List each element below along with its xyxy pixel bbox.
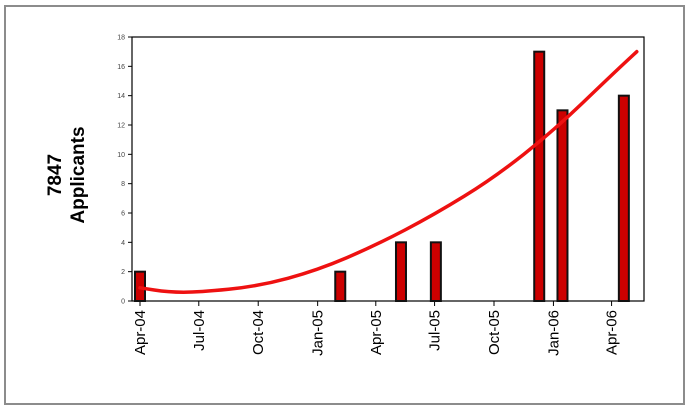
x-tick-label: Oct-04 — [250, 310, 267, 355]
y-tick-label: 8 — [121, 181, 125, 188]
x-tick-label: Apr-06 — [604, 310, 621, 355]
x-tick-label: Jan-05 — [310, 310, 327, 356]
bar — [429, 241, 442, 302]
y-axis-label-line-1: 7847 — [45, 154, 66, 196]
x-tick-label: Apr-04 — [132, 310, 149, 355]
plot-border — [131, 36, 645, 302]
x-tick-label: Jul-05 — [427, 310, 444, 351]
bar — [617, 94, 630, 302]
y-tick-label: 2 — [121, 269, 125, 276]
x-tick-label: Apr-05 — [368, 310, 385, 355]
y-axis-label-line-2: Applicants — [68, 126, 89, 223]
chart-frame — [4, 5, 685, 405]
plot-area: 0 2 4 6 8 10 12 14 16 18 Apr-04 Jul-04 Oct-04 Jan-05 A… — [117, 35, 645, 356]
bar — [394, 241, 407, 302]
y-tick-label: 0 — [121, 299, 125, 306]
x-tick-label: Jul-04 — [191, 310, 208, 351]
y-axis-label: 7847 Applicants — [45, 126, 89, 223]
bar — [533, 50, 546, 302]
trend-line — [138, 49, 639, 294]
bar — [334, 270, 347, 302]
y-tick-label: 4 — [121, 240, 125, 247]
y-tick-label: 12 — [117, 123, 125, 130]
y-tick-label: 14 — [117, 93, 125, 100]
y-tick-label: 16 — [117, 64, 125, 71]
y-tick-label: 10 — [117, 152, 125, 159]
bar — [556, 109, 569, 303]
x-tick-label: Jan-06 — [545, 310, 562, 356]
y-tick-label: 6 — [121, 211, 125, 218]
x-tick-label: Oct-05 — [486, 310, 503, 355]
y-tick-label: 18 — [117, 35, 125, 42]
